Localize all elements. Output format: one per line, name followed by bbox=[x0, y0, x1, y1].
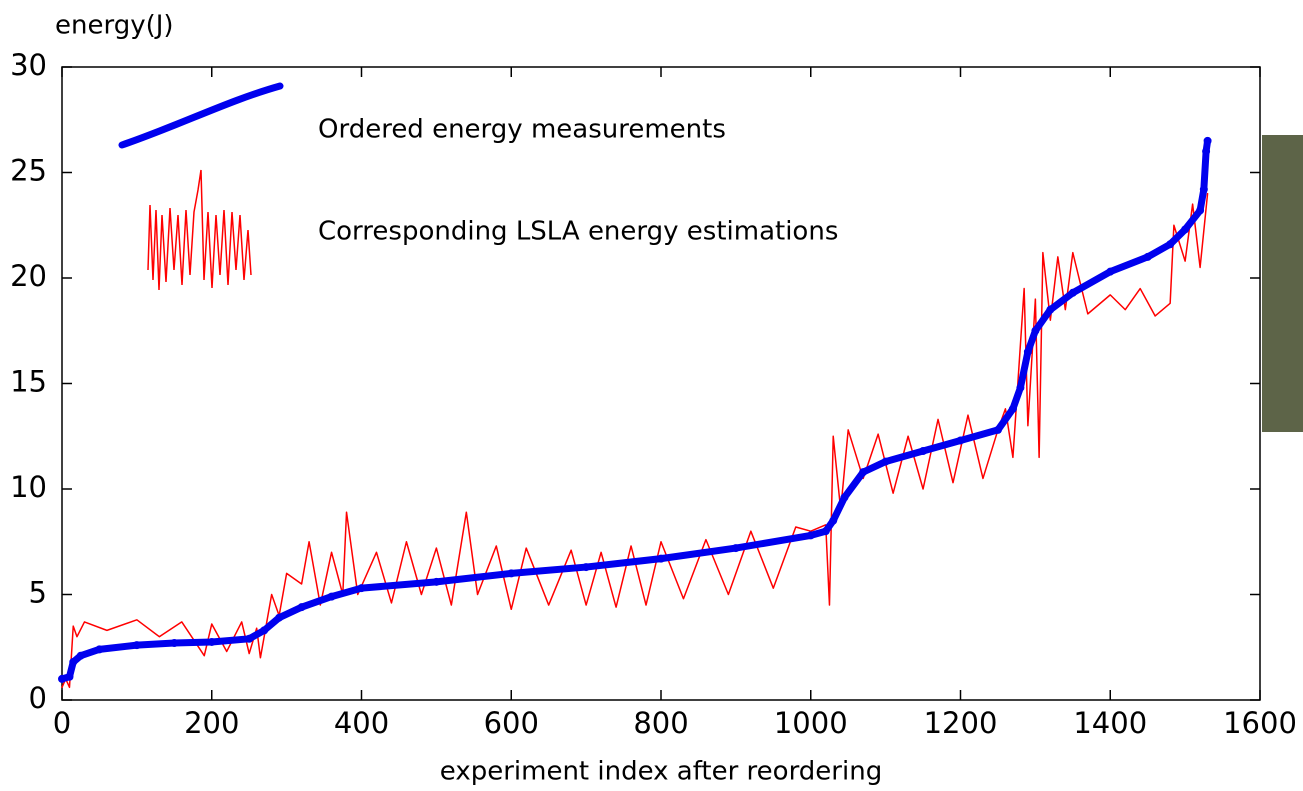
x-tick-label: 1000 bbox=[774, 706, 848, 740]
legend-swatch bbox=[147, 169, 252, 291]
plot-frame bbox=[61, 66, 1261, 701]
y-tick-label: 5 bbox=[29, 576, 47, 610]
measurement-point bbox=[58, 674, 66, 683]
measurement-point bbox=[1166, 240, 1175, 249]
measurement-point bbox=[297, 603, 306, 612]
measurement-point bbox=[1016, 383, 1025, 392]
measurement-point bbox=[1068, 288, 1077, 297]
measurement-point bbox=[1008, 404, 1017, 413]
legend-label: Ordered energy measurements bbox=[318, 115, 726, 145]
y-tick-label: 25 bbox=[10, 154, 47, 188]
measurement-point bbox=[260, 626, 269, 635]
measurement-point bbox=[507, 569, 516, 578]
measurement-line bbox=[58, 137, 1212, 683]
measurement-point bbox=[829, 516, 838, 525]
measurement-point bbox=[919, 447, 928, 456]
y-axis-label: energy(J) bbox=[55, 11, 174, 41]
x-tick-label: 1200 bbox=[924, 706, 998, 740]
x-tick-label: 1600 bbox=[1223, 706, 1297, 740]
y-tick-label: 20 bbox=[10, 259, 47, 293]
measurement-point bbox=[956, 436, 965, 445]
legend-label: Corresponding LSLA energy estimations bbox=[318, 217, 838, 247]
measurement-point bbox=[1143, 252, 1152, 261]
measurement-point bbox=[1023, 347, 1032, 356]
measurement-point bbox=[582, 563, 591, 572]
y-tick-label: 0 bbox=[29, 681, 47, 715]
measurement-point bbox=[245, 634, 254, 643]
x-tick-label: 1400 bbox=[1073, 706, 1147, 740]
measurement-point bbox=[65, 672, 74, 681]
measurement-point bbox=[881, 457, 890, 466]
measurement-point bbox=[69, 658, 78, 667]
x-tick-label: 0 bbox=[53, 706, 71, 740]
measurement-point bbox=[1106, 267, 1115, 276]
legend-swatch bbox=[118, 82, 284, 149]
y-tick-label: 15 bbox=[10, 365, 47, 399]
measurement-point bbox=[1199, 185, 1208, 194]
measurement-point bbox=[357, 584, 366, 593]
measurement-point bbox=[1203, 136, 1212, 145]
x-tick-label: 400 bbox=[334, 706, 389, 740]
x-tick-label: 800 bbox=[633, 706, 688, 740]
y-tick-label: 10 bbox=[10, 470, 47, 504]
measurement-point bbox=[993, 425, 1002, 434]
photo-fragment bbox=[1262, 135, 1303, 432]
measurement-point bbox=[327, 592, 336, 601]
estimation-line bbox=[61, 192, 1209, 689]
measurement-point bbox=[432, 577, 441, 586]
x-tick-label: 600 bbox=[484, 706, 539, 740]
measurement-point bbox=[275, 613, 284, 622]
measurement-point bbox=[132, 641, 141, 650]
measurement-point bbox=[821, 527, 830, 536]
x-axis-label: experiment index after reordering bbox=[440, 757, 882, 787]
measurement-point bbox=[95, 645, 104, 654]
measurement-point bbox=[859, 468, 868, 477]
measurement-point bbox=[1181, 225, 1190, 234]
measurement-point bbox=[207, 637, 216, 646]
measurement-point bbox=[840, 493, 849, 502]
measurement-point bbox=[1031, 326, 1040, 335]
measurement-point bbox=[657, 554, 665, 563]
measurement-point bbox=[1202, 147, 1211, 156]
measurement-point bbox=[1046, 305, 1055, 314]
y-tick-label: 30 bbox=[10, 48, 47, 82]
measurement-point bbox=[76, 651, 85, 660]
measurement-point bbox=[806, 531, 815, 540]
measurement-point bbox=[170, 639, 179, 648]
measurement-point bbox=[731, 544, 740, 553]
x-tick-label: 200 bbox=[184, 706, 239, 740]
measurement-point bbox=[1196, 206, 1205, 215]
